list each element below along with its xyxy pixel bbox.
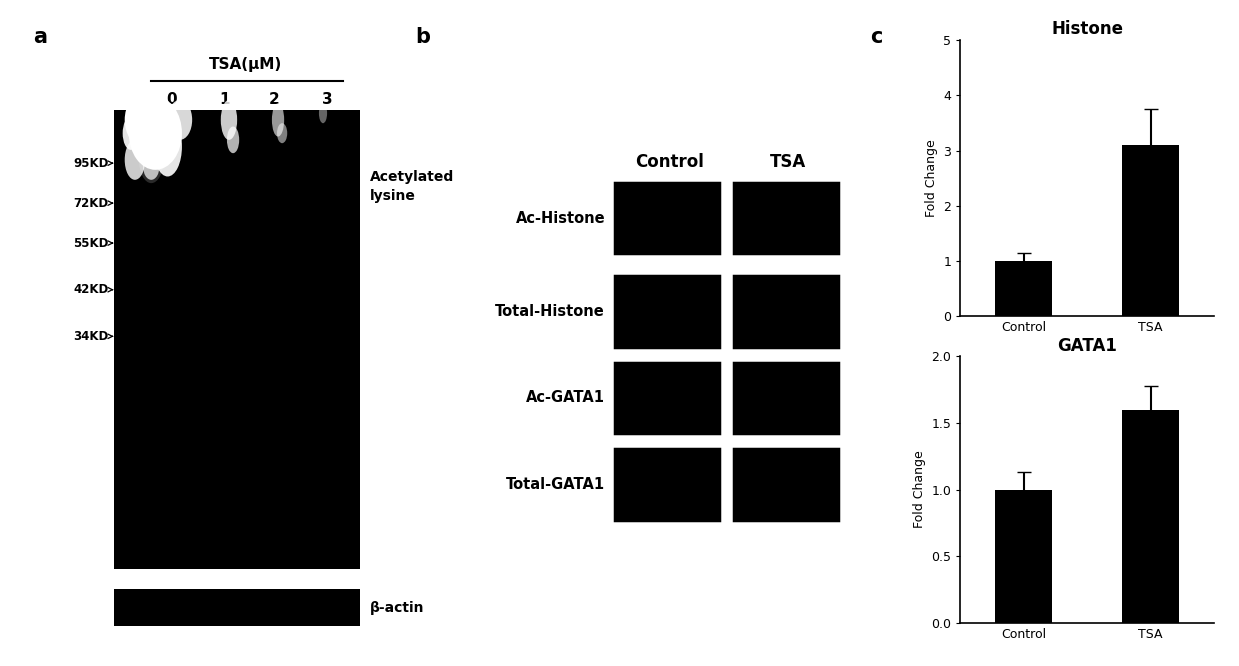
Bar bbox=[731, 273, 841, 350]
Text: 1: 1 bbox=[219, 92, 230, 107]
Ellipse shape bbox=[123, 117, 139, 150]
Bar bbox=[731, 446, 841, 523]
Text: c: c bbox=[870, 27, 882, 47]
Bar bbox=[995, 490, 1052, 623]
Ellipse shape bbox=[154, 117, 182, 176]
Ellipse shape bbox=[155, 117, 172, 150]
Ellipse shape bbox=[221, 100, 237, 140]
Ellipse shape bbox=[227, 127, 239, 153]
Text: TSA: TSA bbox=[771, 153, 807, 171]
Bar bbox=[731, 180, 841, 256]
Text: 2: 2 bbox=[269, 92, 279, 107]
Bar bbox=[114, 110, 359, 569]
Bar bbox=[995, 261, 1052, 316]
Text: TSA(μM): TSA(μM) bbox=[208, 57, 282, 72]
Text: Total-Histone: Total-Histone bbox=[496, 304, 605, 319]
Text: Acetylated
lysine: Acetylated lysine bbox=[370, 170, 455, 202]
Ellipse shape bbox=[167, 100, 192, 140]
Ellipse shape bbox=[142, 153, 160, 180]
Bar bbox=[612, 273, 722, 350]
Text: 3: 3 bbox=[322, 92, 332, 107]
Ellipse shape bbox=[271, 103, 284, 137]
Y-axis label: Fold Change: Fold Change bbox=[924, 139, 938, 217]
Title: GATA1: GATA1 bbox=[1057, 337, 1118, 355]
Text: 42KD: 42KD bbox=[73, 283, 108, 296]
Text: β-actin: β-actin bbox=[370, 601, 425, 615]
Y-axis label: Fold Change: Fold Change bbox=[913, 451, 926, 528]
Text: Control: Control bbox=[634, 153, 704, 171]
Title: Histone: Histone bbox=[1051, 21, 1124, 39]
Text: 55KD: 55KD bbox=[73, 236, 108, 250]
Ellipse shape bbox=[139, 137, 164, 183]
Bar bbox=[612, 360, 722, 436]
Bar bbox=[1123, 410, 1180, 623]
Bar bbox=[1123, 145, 1180, 316]
Text: 72KD: 72KD bbox=[73, 196, 108, 210]
Ellipse shape bbox=[125, 93, 161, 147]
Text: 34KD: 34KD bbox=[73, 330, 108, 343]
Text: 95KD: 95KD bbox=[73, 157, 108, 170]
Text: 0: 0 bbox=[166, 92, 177, 107]
Bar bbox=[114, 589, 359, 626]
Bar bbox=[612, 180, 722, 256]
Text: Ac-Histone: Ac-Histone bbox=[515, 210, 605, 226]
Ellipse shape bbox=[278, 123, 287, 143]
Text: Ac-GATA1: Ac-GATA1 bbox=[527, 390, 605, 406]
Ellipse shape bbox=[318, 103, 327, 123]
Ellipse shape bbox=[129, 97, 182, 170]
Text: Total-GATA1: Total-GATA1 bbox=[506, 477, 605, 492]
Ellipse shape bbox=[125, 140, 145, 180]
Bar bbox=[731, 360, 841, 436]
Bar bbox=[612, 446, 722, 523]
Text: b: b bbox=[415, 27, 430, 47]
Text: a: a bbox=[32, 27, 47, 47]
